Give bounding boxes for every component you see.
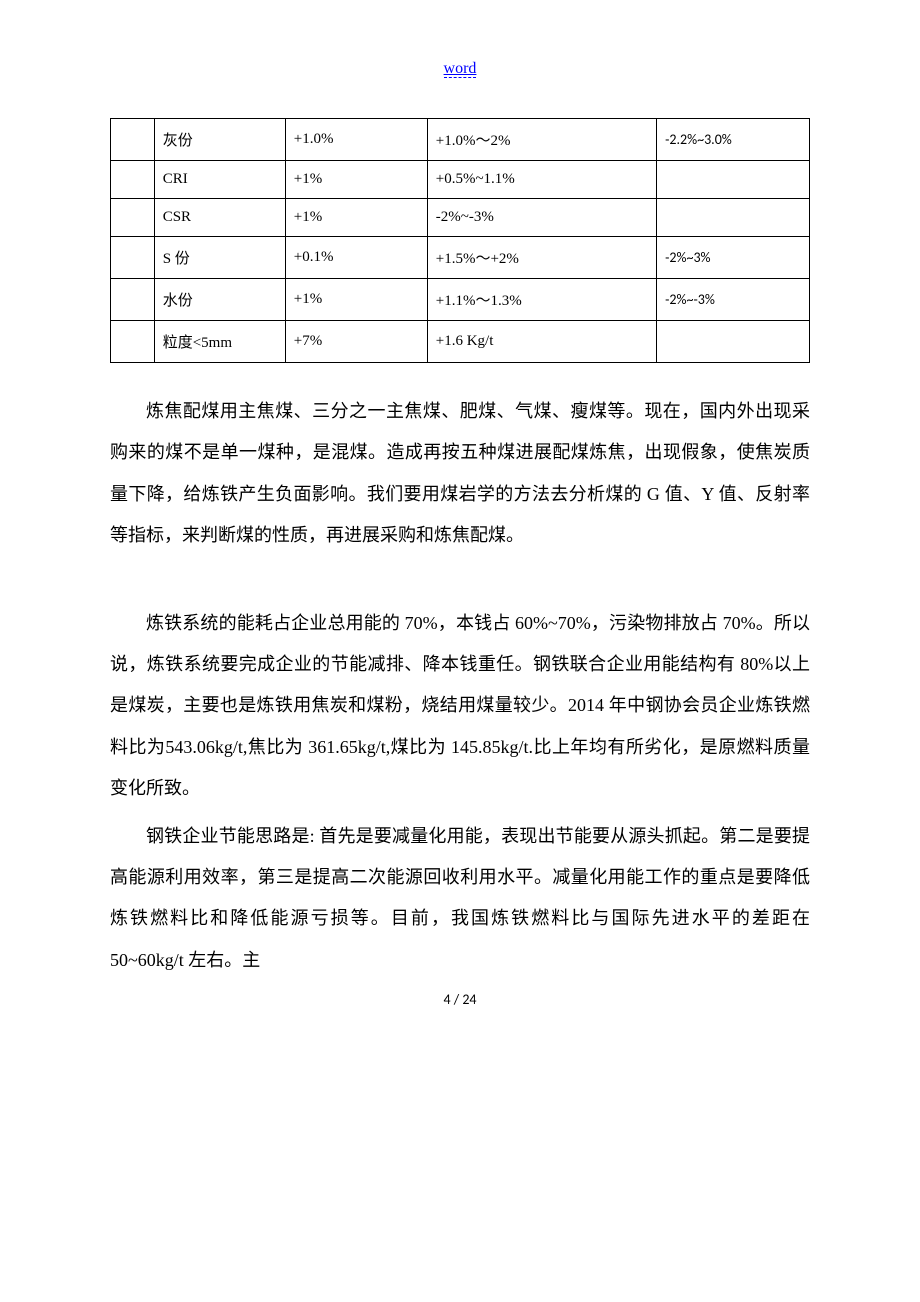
table-row: CSR +1% -2%~-3% — [111, 199, 810, 237]
cell: +1.5%～+2% — [427, 237, 656, 279]
cell: +7% — [285, 321, 427, 363]
cell: -2%~3% — [657, 237, 810, 279]
cell: 粒度<5mm — [154, 321, 285, 363]
cell — [657, 321, 810, 363]
table-row: 灰份 +1.0% +1.0%～2% -2.2%~3.0% — [111, 119, 810, 161]
cell — [111, 237, 155, 279]
cell — [111, 279, 155, 321]
cell: +0.1% — [285, 237, 427, 279]
cell: +1.0% — [285, 119, 427, 161]
cell — [111, 321, 155, 363]
page-footer: 4 / 24 — [110, 991, 810, 1008]
cell: +1% — [285, 161, 427, 199]
cell — [657, 199, 810, 237]
cell — [111, 119, 155, 161]
header-link: word — [110, 60, 810, 78]
cell: +1.0%～2% — [427, 119, 656, 161]
cell — [111, 161, 155, 199]
cell: -2%~-3% — [657, 279, 810, 321]
cell: +1.6 Kg/t — [427, 321, 656, 363]
cell: 灰份 — [154, 119, 285, 161]
cell: -2%~-3% — [427, 199, 656, 237]
table-body: 灰份 +1.0% +1.0%～2% -2.2%~3.0% CRI +1% +0.… — [111, 119, 810, 363]
cell: +1% — [285, 279, 427, 321]
table-row: CRI +1% +0.5%~1.1% — [111, 161, 810, 199]
page-number: 4 / 24 — [443, 991, 476, 1008]
data-table: 灰份 +1.0% +1.0%～2% -2.2%~3.0% CRI +1% +0.… — [110, 118, 810, 363]
cell: CRI — [154, 161, 285, 199]
cell: S 份 — [154, 237, 285, 279]
cell: CSR — [154, 199, 285, 237]
paragraph-2: 炼铁系统的能耗占企业总用能的 70%，本钱占 60%~70%，污染物排放占 70… — [110, 603, 810, 810]
header-link-text[interactable]: word — [444, 60, 477, 78]
table-row: 粒度<5mm +7% +1.6 Kg/t — [111, 321, 810, 363]
table-row: 水份 +1% +1.1%～1.3% -2%~-3% — [111, 279, 810, 321]
cell: 水份 — [154, 279, 285, 321]
table-row: S 份 +0.1% +1.5%～+2% -2%~3% — [111, 237, 810, 279]
paragraph-3: 钢铁企业节能思路是: 首先是要减量化用能，表现出节能要从源头抓起。第二是要提高能… — [110, 816, 810, 982]
cell: +0.5%~1.1% — [427, 161, 656, 199]
spacer — [110, 563, 810, 603]
paragraph-1: 炼焦配煤用主焦煤、三分之一主焦煤、肥煤、气煤、瘦煤等。现在，国内外出现采购来的煤… — [110, 391, 810, 557]
cell: +1.1%～1.3% — [427, 279, 656, 321]
cell: -2.2%~3.0% — [657, 119, 810, 161]
cell — [111, 199, 155, 237]
cell: +1% — [285, 199, 427, 237]
cell — [657, 161, 810, 199]
